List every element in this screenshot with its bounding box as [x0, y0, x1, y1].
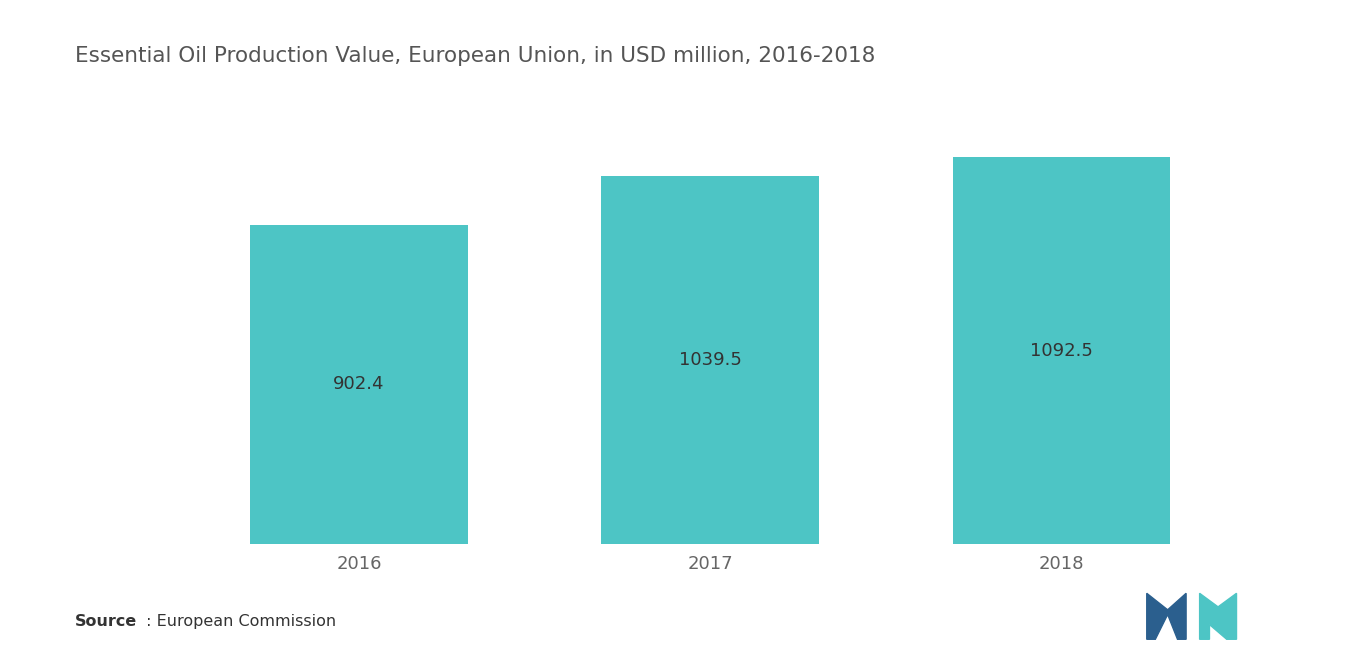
Text: 1039.5: 1039.5: [679, 351, 742, 369]
Polygon shape: [1146, 593, 1186, 639]
Polygon shape: [1199, 593, 1236, 639]
Text: 902.4: 902.4: [333, 375, 385, 393]
Text: : European Commission: : European Commission: [141, 614, 336, 629]
Text: Essential Oil Production Value, European Union, in USD million, 2016-2018: Essential Oil Production Value, European…: [75, 46, 876, 66]
Bar: [250, 225, 469, 544]
Text: 1092.5: 1092.5: [1030, 341, 1093, 360]
Bar: [952, 157, 1171, 544]
Text: Source: Source: [75, 614, 138, 629]
Bar: [601, 176, 820, 544]
